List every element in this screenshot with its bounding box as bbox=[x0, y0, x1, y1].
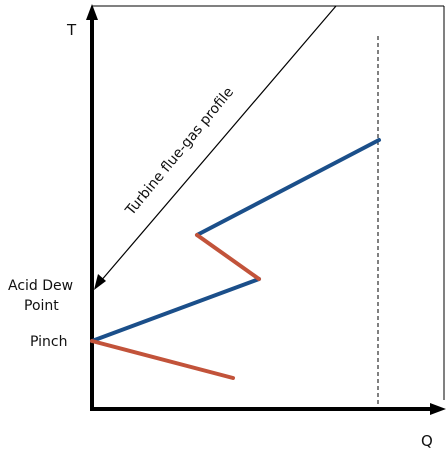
hot-stream-upper-segment bbox=[195, 138, 381, 237]
x-axis-arrowhead bbox=[430, 403, 446, 415]
cold-stream-lower-segment bbox=[90, 339, 235, 380]
pinch-label: Pinch bbox=[30, 334, 67, 350]
flue-gas-arrowhead bbox=[94, 274, 106, 290]
y-axis-label: T bbox=[66, 21, 77, 39]
y-axis-arrowhead bbox=[86, 4, 98, 20]
acid-dew-point-label-line1: Acid Dew bbox=[8, 278, 73, 294]
hot-stream-lower-segment bbox=[90, 277, 261, 343]
x-axis-label: Q bbox=[421, 432, 433, 450]
flue-gas-profile-arrow bbox=[99, 5, 337, 283]
flue-gas-profile-label: Turbine flue-gas profile bbox=[122, 84, 237, 219]
cold-stream-zigzag-segment bbox=[195, 233, 261, 281]
acid-dew-point-label-line2: Point bbox=[24, 298, 59, 314]
